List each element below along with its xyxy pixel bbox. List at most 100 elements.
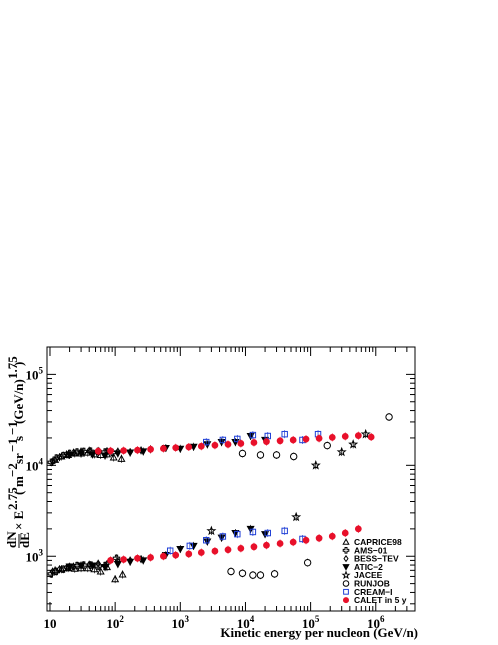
data-point: [111, 574, 120, 583]
data-point: [70, 448, 77, 457]
data-point: [211, 547, 219, 555]
legend-marker: [342, 547, 350, 554]
y-label-exp-sr: −1: [5, 438, 20, 452]
data-point: [172, 551, 180, 559]
data-point: [126, 449, 135, 457]
data-point: [289, 452, 298, 461]
y-label-gevn: (GeV/n): [11, 379, 26, 424]
y-tick-label: 103: [26, 547, 44, 564]
data-point: [95, 559, 102, 568]
data-point: [107, 557, 114, 564]
data-point: [367, 433, 375, 441]
y-label-sr: sr: [11, 453, 26, 464]
legend-label: ATIC−2: [354, 562, 383, 572]
data-point: [249, 571, 257, 579]
data-point: [354, 525, 362, 533]
data-point: [263, 438, 270, 446]
data-point: [237, 440, 245, 447]
data-point: [219, 533, 227, 540]
data-point: [197, 549, 205, 556]
data-point: [88, 562, 97, 570]
data-point: [100, 452, 110, 460]
data-point: [139, 448, 148, 456]
data-point: [250, 439, 258, 446]
data-point: [96, 567, 105, 575]
data-point: [234, 435, 241, 443]
x-tick-label: 103: [172, 614, 190, 631]
data-point: [56, 453, 63, 462]
y-tick-labels: 103 104 105: [26, 365, 44, 564]
x-tick-label: 105: [302, 614, 320, 631]
x-tick-label: 102: [106, 614, 124, 631]
data-point: [159, 552, 167, 560]
x-tick-labels: 10 102 103 104 105 106: [43, 614, 385, 631]
data-point: [113, 450, 122, 458]
data-point: [88, 451, 97, 459]
data-point: [134, 554, 141, 562]
data-point: [310, 460, 321, 470]
x-axis-title: Kinetic energy per nucleon (GeV/n): [220, 625, 418, 640]
data-point: [113, 561, 122, 569]
data-point: [250, 543, 258, 551]
data-point: [206, 525, 217, 536]
data-point: [289, 436, 297, 444]
y-label-s: s: [11, 436, 26, 441]
data-point: [159, 445, 167, 452]
x-tick-label: 106: [367, 614, 385, 631]
data-point: [231, 439, 240, 447]
data-point: [336, 446, 347, 457]
data-point: [348, 439, 359, 449]
legend-marker: [342, 538, 350, 545]
data-point: [118, 570, 127, 578]
data-point: [341, 529, 349, 537]
data-point: [86, 446, 93, 455]
data-point: [385, 413, 393, 421]
series-cream-i: [166, 430, 322, 555]
data-point: [100, 564, 110, 572]
data-point: [203, 537, 210, 544]
data-point: [134, 446, 141, 454]
y-tick-label: 105: [26, 365, 44, 382]
data-point: [234, 530, 241, 538]
legend-marker: [343, 588, 349, 595]
legend-label: AMS−01: [354, 545, 388, 555]
data-point: [147, 445, 154, 453]
data-point: [360, 428, 371, 439]
data-point: [109, 453, 118, 461]
legend: CAPRICE98AMS−01BESS−TEVATIC−2JACEERUNJOB…: [341, 537, 407, 605]
data-point: [197, 442, 205, 450]
y-label-exp-s: −1: [5, 421, 20, 435]
data-point: [291, 511, 302, 522]
y-axis-label: dN dE × E 2.75 ( m −2 sr −1 s −1 (GeV/n)…: [4, 356, 32, 548]
data-point: [276, 437, 284, 445]
data-point: [263, 541, 270, 549]
data-point: [328, 532, 336, 540]
data-point: [189, 542, 198, 551]
data-point: [219, 436, 227, 444]
legend-label: CALET in 5 y: [354, 595, 407, 605]
series-runjob: [227, 412, 393, 580]
legend-label: BESS−TEV: [354, 554, 399, 564]
data-point: [185, 443, 193, 451]
y-label-exp-m: −2: [5, 463, 20, 477]
data-point: [139, 557, 148, 565]
data-point: [315, 534, 323, 542]
data-point: [49, 457, 56, 466]
x-tick-label: 10: [43, 616, 56, 631]
data-point: [117, 454, 126, 462]
axis-ticks: [46, 346, 416, 611]
y-label-open-paren: (: [11, 491, 26, 495]
data-point: [186, 542, 194, 550]
data-point: [281, 527, 288, 535]
data-point: [80, 447, 88, 456]
data-point: [238, 569, 247, 577]
data-point: [302, 435, 310, 443]
series-jacee: [206, 428, 371, 536]
data-point: [289, 538, 297, 546]
y-label-m: m: [11, 476, 26, 487]
data-point: [256, 571, 265, 579]
data-point: [217, 534, 226, 542]
data-point: [224, 546, 232, 554]
data-point: [328, 433, 336, 441]
